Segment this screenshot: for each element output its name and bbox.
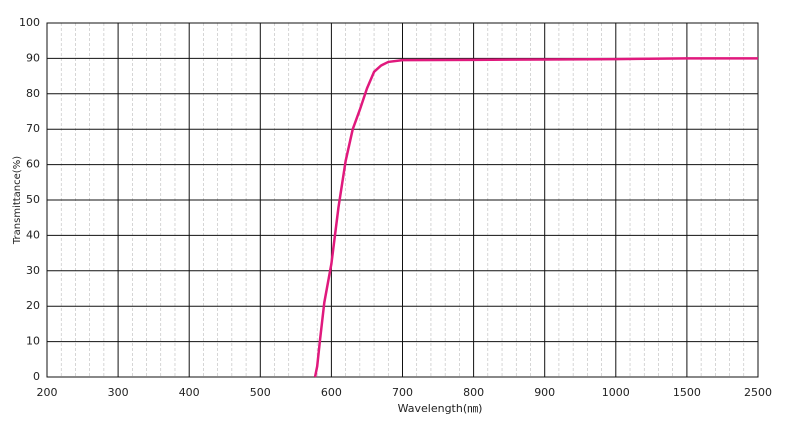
x-tick-label: 900 bbox=[534, 386, 555, 399]
y-tick-label: 0 bbox=[33, 370, 40, 383]
y-tick-label: 80 bbox=[26, 87, 40, 100]
x-tick-label: 800 bbox=[463, 386, 484, 399]
y-tick-label: 60 bbox=[26, 158, 40, 171]
y-tick-label: 10 bbox=[26, 335, 40, 348]
x-tick-label: 1500 bbox=[673, 386, 701, 399]
y-tick-label: 20 bbox=[26, 299, 40, 312]
x-tick-label: 600 bbox=[321, 386, 342, 399]
y-tick-label: 100 bbox=[19, 16, 40, 29]
x-tick-label: 300 bbox=[108, 386, 129, 399]
x-tick-label: 700 bbox=[392, 386, 413, 399]
y-axis-title: Transmittance(%) bbox=[12, 156, 23, 245]
x-tick-label: 2500 bbox=[744, 386, 772, 399]
y-tick-label: 90 bbox=[26, 51, 40, 64]
x-tick-label: 400 bbox=[179, 386, 200, 399]
y-tick-label: 40 bbox=[26, 228, 40, 241]
y-tick-label: 70 bbox=[26, 122, 40, 135]
plot-frame bbox=[46, 22, 759, 378]
x-tick-label: 1000 bbox=[602, 386, 630, 399]
x-tick-label: 200 bbox=[37, 386, 58, 399]
x-axis-title: Wavelength(㎚) bbox=[398, 402, 483, 415]
x-tick-label: 500 bbox=[250, 386, 271, 399]
data-line bbox=[313, 57, 758, 378]
y-tick-label: 50 bbox=[26, 193, 40, 206]
y-tick-label: 30 bbox=[26, 264, 40, 277]
